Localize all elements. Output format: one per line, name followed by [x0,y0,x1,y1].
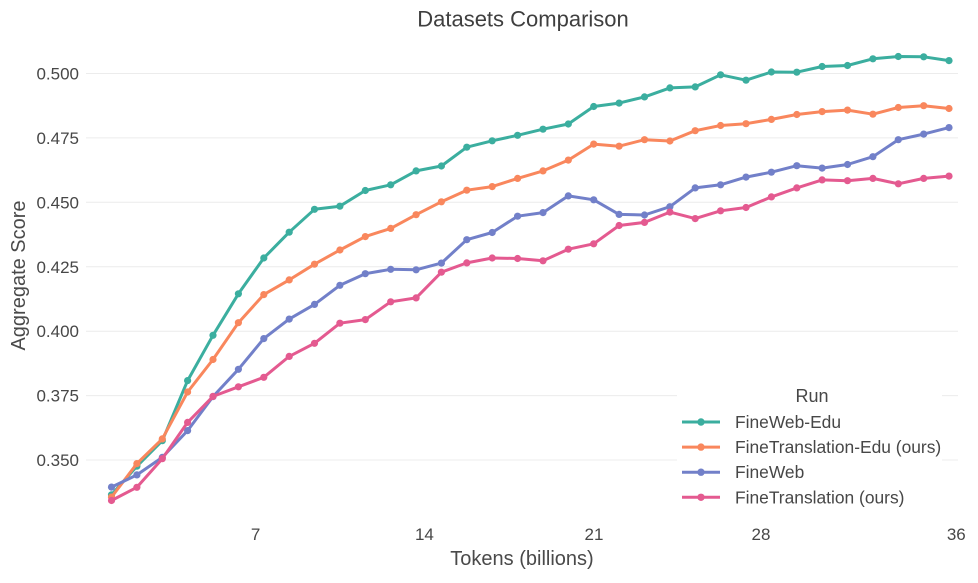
svg-text:0.425: 0.425 [36,258,79,277]
svg-text:21: 21 [585,525,604,544]
svg-text:Run: Run [795,386,828,406]
svg-text:Aggregate Score: Aggregate Score [8,200,30,350]
svg-text:Datasets Comparison: Datasets Comparison [417,7,629,32]
svg-text:FineWeb: FineWeb [735,462,804,482]
svg-text:0.475: 0.475 [36,129,79,148]
svg-text:0.400: 0.400 [36,322,79,341]
svg-text:0.450: 0.450 [36,193,79,212]
svg-text:Tokens (billions): Tokens (billions) [450,548,593,570]
svg-text:28: 28 [752,525,771,544]
svg-text:FineTranslation (ours): FineTranslation (ours) [735,487,904,507]
svg-text:14: 14 [415,525,434,544]
svg-text:0.350: 0.350 [36,451,79,470]
svg-text:FineTranslation-Edu (ours): FineTranslation-Edu (ours) [735,437,941,457]
svg-text:FineWeb-Edu: FineWeb-Edu [735,412,841,432]
svg-text:0.500: 0.500 [36,65,79,84]
svg-text:0.375: 0.375 [36,387,79,406]
svg-text:7: 7 [251,525,260,544]
svg-text:36: 36 [947,525,966,544]
